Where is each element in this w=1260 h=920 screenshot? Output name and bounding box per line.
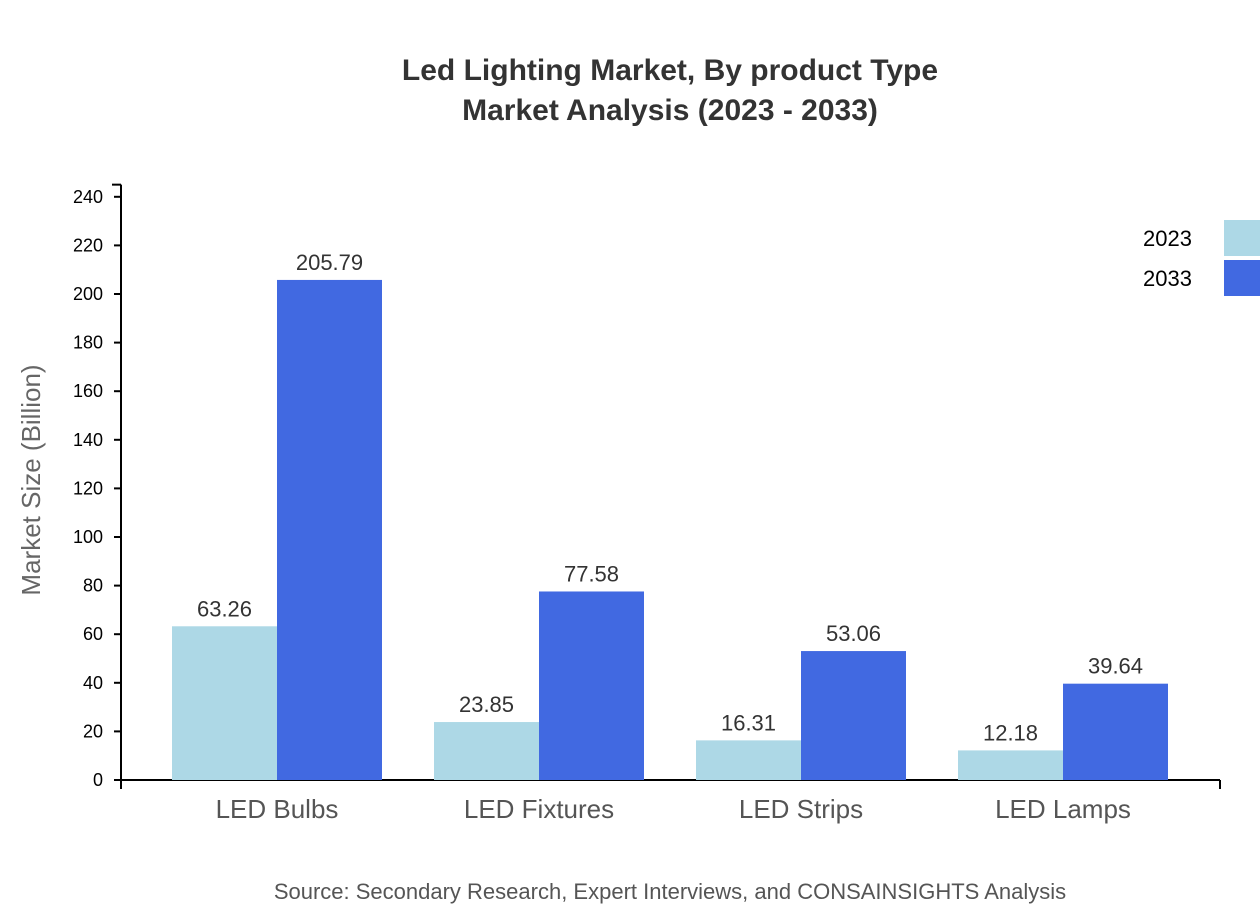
bar-2033 [1063, 683, 1168, 780]
data-label: 12.18 [983, 720, 1038, 745]
x-tick-label: LED Lamps [995, 794, 1131, 824]
axes: 0 20 40 60 80 100 120 140 160 180 200 220 240 [73, 183, 1221, 790]
data-label: 39.64 [1088, 654, 1143, 679]
x-tick-label: LED Bulbs [216, 794, 339, 824]
data-label: 53.06 [826, 621, 881, 646]
bar-2023 [172, 626, 277, 780]
y-tick-label: 100 [73, 527, 103, 547]
y-tick-label: 220 [73, 235, 103, 255]
y-axis-label: Market Size (Billion) [16, 364, 46, 595]
bar-2023 [434, 722, 539, 780]
y-tick-label: 240 [73, 187, 103, 207]
legend-label: 2023 [1143, 226, 1192, 251]
data-label: 16.31 [721, 710, 776, 735]
data-label: 63.26 [197, 596, 252, 621]
x-tick-label: LED Fixtures [464, 794, 614, 824]
y-tick-label: 140 [73, 430, 103, 450]
y-tick-label: 80 [83, 576, 103, 596]
chart-title-line-1: Led Lighting Market, By product Type [402, 54, 938, 87]
y-tick-label: 20 [83, 721, 103, 741]
legend-label: 2033 [1143, 266, 1192, 291]
y-tick-label: 0 [93, 770, 103, 790]
bar-2023 [696, 740, 801, 780]
bars: LED Bulbs 63.26 205.79 LED Fixtures 23.85 77.… [172, 250, 1168, 824]
legend-swatch [1224, 260, 1260, 296]
chart-title-line-2: Market Analysis (2023 - 2033) [462, 94, 878, 127]
y-tick-label: 160 [73, 381, 103, 401]
y-tick-label: 60 [83, 624, 103, 644]
legend-swatch [1224, 220, 1260, 256]
bar-2033 [801, 651, 906, 780]
data-label: 23.85 [459, 692, 514, 717]
data-label: 77.58 [564, 561, 619, 586]
y-tick-label: 200 [73, 284, 103, 304]
bar-2033 [277, 279, 382, 780]
bar-2033 [539, 591, 644, 780]
bar-2023 [958, 750, 1063, 780]
legend: 2023 2033 [1143, 220, 1260, 296]
y-tick-label: 180 [73, 333, 103, 353]
x-tick-label: LED Strips [739, 794, 863, 824]
y-tick-label: 40 [83, 673, 103, 693]
data-label: 205.79 [296, 250, 363, 275]
y-tick-label: 120 [73, 478, 103, 498]
source-note: Source: Secondary Research, Expert Inter… [274, 879, 1066, 904]
